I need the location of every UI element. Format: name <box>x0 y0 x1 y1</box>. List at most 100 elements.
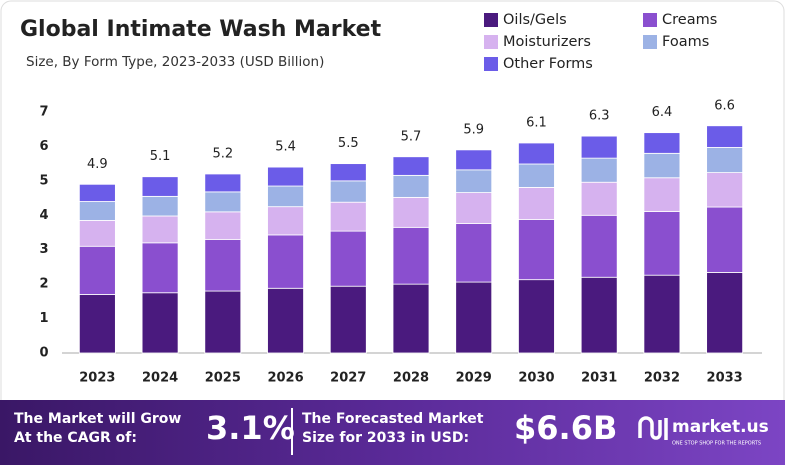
legend-swatch <box>484 57 498 71</box>
legend-swatch <box>484 35 498 49</box>
y-tick-label: 1 <box>39 311 48 326</box>
x-tick-label: 2027 <box>330 371 366 386</box>
bar-segment <box>455 149 493 171</box>
bar-segment <box>580 135 618 159</box>
bar-segment <box>580 181 618 216</box>
bar-segment <box>518 186 555 220</box>
bar-segment <box>518 142 555 165</box>
bar-segment <box>267 234 304 289</box>
y-tick-label: 7 <box>39 105 48 120</box>
bar-segment <box>518 163 555 188</box>
legend-label: Creams <box>662 12 717 28</box>
bar-segment <box>204 191 242 213</box>
bar-segment <box>267 185 304 208</box>
y-tick-label: 3 <box>39 242 48 257</box>
bar-segment <box>204 238 242 292</box>
bar-segment <box>706 206 744 273</box>
bar-segment <box>643 274 681 354</box>
bar-segment <box>204 290 242 354</box>
forecast-label: The Forecasted Market <box>302 411 484 427</box>
bar-segment <box>78 245 116 295</box>
brand-logo <box>638 416 668 440</box>
bar-segment <box>78 220 116 247</box>
forecast-label: Size for 2033 in USD: <box>302 430 469 446</box>
data-label: 5.1 <box>150 149 171 164</box>
bar-segment <box>141 242 179 294</box>
bar-segment <box>141 292 179 354</box>
data-label: 5.9 <box>463 122 484 137</box>
bar-segment <box>392 283 430 354</box>
x-tick-label: 2032 <box>644 371 680 386</box>
legend-label: Moisturizers <box>503 34 591 50</box>
x-tick-label: 2030 <box>518 371 554 386</box>
bar-segment <box>455 169 493 193</box>
cagr-value: 3.1% <box>206 409 295 447</box>
bar-segment <box>392 174 430 198</box>
x-tick-label: 2033 <box>707 371 743 386</box>
chart-title: Global Intimate Wash Market <box>20 17 382 42</box>
x-tick-label: 2024 <box>142 371 178 386</box>
bar-segment <box>141 215 179 244</box>
bar-segment <box>706 172 744 208</box>
bar-segment <box>329 201 367 232</box>
bar-segment <box>78 183 116 202</box>
data-label: 6.4 <box>652 105 673 120</box>
forecast-value: $6.6B <box>514 409 617 447</box>
bar-segment <box>455 223 493 283</box>
bar-segment <box>455 192 493 224</box>
bar-segment <box>267 206 304 236</box>
y-tick-label: 5 <box>39 173 48 188</box>
bar-segment <box>580 214 618 278</box>
bar-segment <box>329 285 367 354</box>
x-tick-label: 2031 <box>581 371 617 386</box>
bar-segment <box>643 152 681 179</box>
cagr-label: The Market will Grow <box>14 411 181 427</box>
legend-label: Other Forms <box>503 56 593 72</box>
data-label: 4.9 <box>87 157 108 172</box>
legend-swatch <box>643 13 657 27</box>
bar-segment <box>643 177 681 212</box>
x-tick-label: 2023 <box>79 371 115 386</box>
bar-segment <box>267 166 304 187</box>
bar-segment <box>78 294 116 354</box>
x-tick-label: 2025 <box>205 371 241 386</box>
bar-segment <box>706 272 744 354</box>
x-tick-label: 2028 <box>393 371 429 386</box>
footer-band <box>0 400 785 465</box>
bar-segment <box>141 176 179 197</box>
brand-tagline: ONE STOP SHOP FOR THE REPORTS <box>672 441 761 447</box>
bar-segment <box>706 125 744 148</box>
data-label: 6.6 <box>714 98 735 113</box>
bar-segment <box>643 132 681 154</box>
y-tick-label: 0 <box>39 346 48 361</box>
brand: market.us <box>672 417 769 437</box>
data-label: 5.2 <box>212 146 233 161</box>
chart-subtitle: Size, By Form Type, 2023-2033 (USD Billi… <box>26 54 324 70</box>
data-label: 6.1 <box>526 115 547 130</box>
bar-segment <box>204 211 242 240</box>
cagr-label: At the CAGR of: <box>14 430 137 446</box>
y-tick-label: 2 <box>39 277 48 292</box>
data-label: 5.4 <box>275 140 296 155</box>
bar-segment <box>329 163 367 182</box>
bar-segment <box>580 157 618 183</box>
bar-segment <box>78 201 116 221</box>
data-label: 5.5 <box>338 136 359 151</box>
legend-label: Foams <box>662 34 709 50</box>
legend-label: Oils/Gels <box>503 12 567 28</box>
bar-segment <box>392 226 430 285</box>
bar-segment <box>141 195 179 217</box>
bar-segment <box>329 180 367 203</box>
bar-segment <box>204 173 242 193</box>
bar-segment <box>518 279 555 354</box>
y-tick-label: 6 <box>39 139 48 154</box>
legend-swatch <box>484 13 498 27</box>
data-label: 5.7 <box>401 129 422 144</box>
y-tick-label: 4 <box>39 208 48 223</box>
legend-swatch <box>643 35 657 49</box>
bar-segment <box>706 147 744 173</box>
bar-segment <box>518 219 555 281</box>
bar-segment <box>580 276 618 354</box>
bar-segment <box>392 156 430 176</box>
